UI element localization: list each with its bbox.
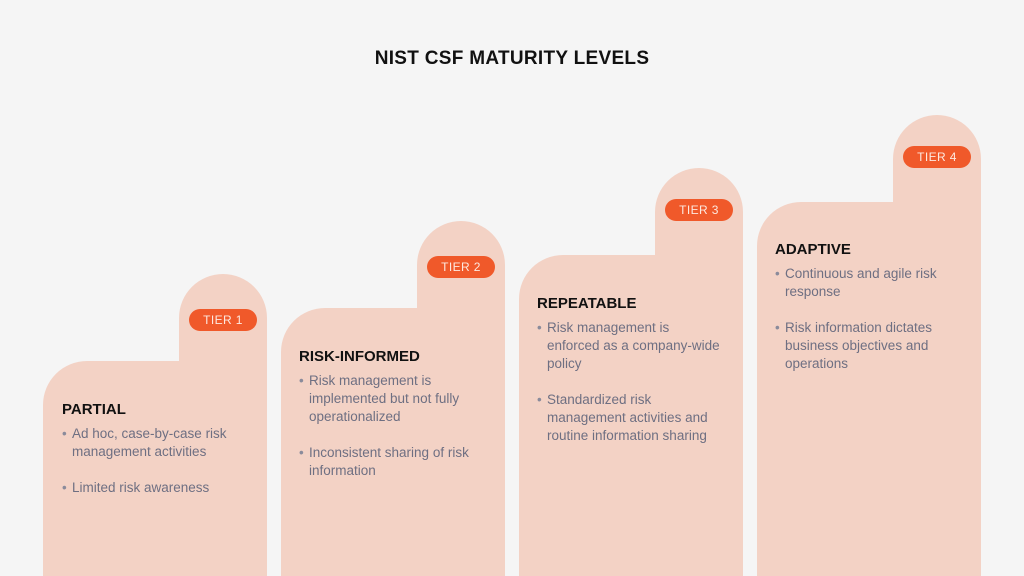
tier-2-heading: RISK-INFORMED [299,348,420,365]
tier-2-bullet: Risk management is implemented but not f… [299,372,487,426]
tier-2-bullet: Inconsistent sharing of risk information [299,444,487,480]
tier-1-badge: TIER 1 [189,309,257,331]
tier-3-heading: REPEATABLE [537,295,637,312]
tier-4-bullet: Continuous and agile risk response [775,265,963,301]
tier-3-bullet: Risk management is enforced as a company… [537,319,725,373]
tier-4-bullets: Continuous and agile risk response Risk … [775,265,963,391]
tier-3-bullet: Standardized risk management activities … [537,391,725,445]
tier-3-bullets: Risk management is enforced as a company… [537,319,725,463]
tier-1-heading: PARTIAL [62,401,126,418]
tier-4-bullet: Risk information dictates business objec… [775,319,963,373]
page-title: NIST CSF MATURITY LEVELS [374,48,650,69]
tier-1-bullet: Ad hoc, case-by-case risk management act… [62,425,250,461]
tier-1-bullet: Limited risk awareness [62,479,250,497]
tier-1-bullets: Ad hoc, case-by-case risk management act… [62,425,250,515]
tier-4-heading: ADAPTIVE [775,241,851,258]
tier-2-bullets: Risk management is implemented but not f… [299,372,487,498]
tier-2-badge: TIER 2 [427,256,495,278]
tier-4-badge: TIER 4 [903,146,971,168]
tier-3-badge: TIER 3 [665,199,733,221]
